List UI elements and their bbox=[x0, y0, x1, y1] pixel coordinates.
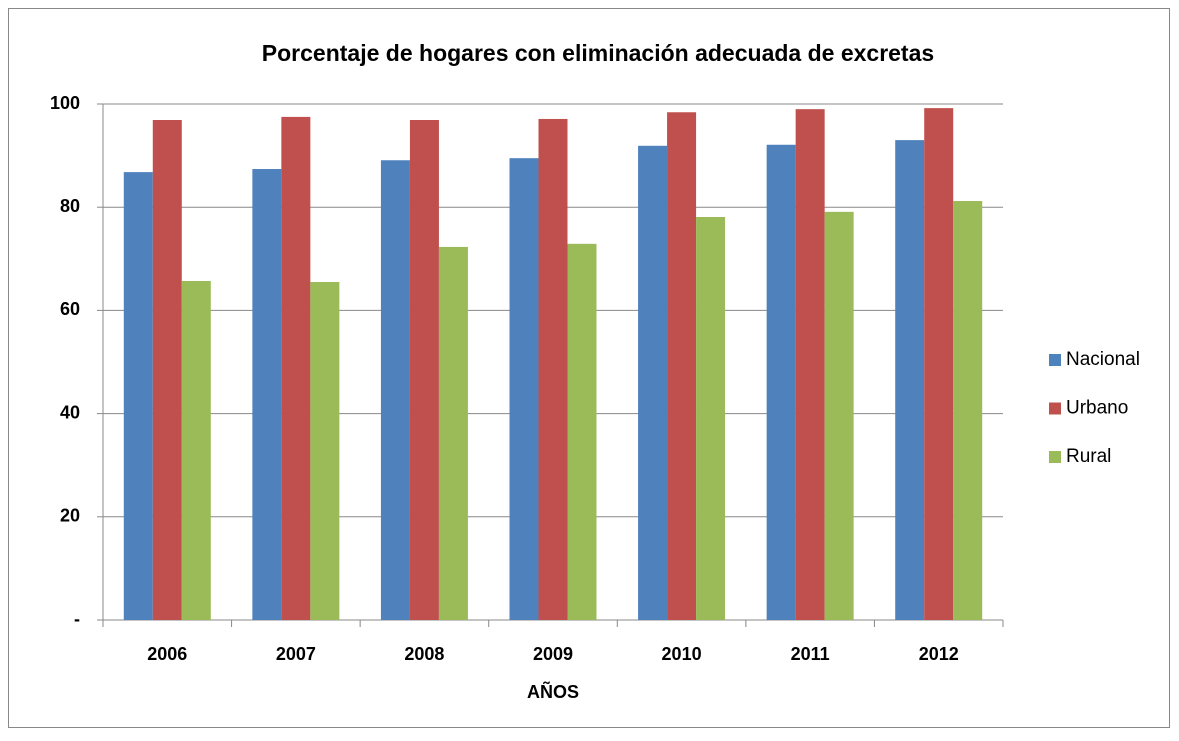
x-tick-label: 2010 bbox=[662, 644, 702, 664]
bar bbox=[567, 243, 597, 620]
legend-swatch bbox=[1049, 402, 1061, 415]
x-tick-label: 2008 bbox=[404, 644, 444, 664]
bar bbox=[409, 119, 439, 620]
y-tick-label: 100 bbox=[50, 93, 80, 113]
bar bbox=[438, 246, 468, 620]
legend-swatch bbox=[1049, 451, 1061, 463]
bar bbox=[152, 119, 182, 620]
y-tick-label: 80 bbox=[60, 196, 80, 216]
bar bbox=[795, 109, 825, 620]
legend-label: Urbano bbox=[1066, 398, 1128, 419]
y-tick-label: 40 bbox=[60, 402, 80, 422]
x-tick-label: 2006 bbox=[147, 644, 187, 664]
x-tick-label: 2011 bbox=[791, 644, 830, 664]
x-tick-label: 2012 bbox=[919, 644, 959, 664]
y-tick-label: - bbox=[74, 609, 80, 629]
bar bbox=[123, 172, 153, 620]
bar bbox=[895, 140, 925, 620]
legend-label: Nacional bbox=[1066, 349, 1140, 370]
bar bbox=[953, 201, 983, 620]
bar bbox=[924, 108, 954, 621]
x-tick-label: 2009 bbox=[533, 644, 573, 664]
bar bbox=[766, 144, 796, 620]
bar bbox=[310, 282, 340, 620]
bar bbox=[281, 116, 311, 621]
bar bbox=[824, 211, 854, 620]
legend-swatch bbox=[1049, 354, 1061, 366]
bar bbox=[667, 112, 697, 621]
bar bbox=[252, 169, 282, 621]
chart-title: Porcentaje de hogares con eliminación ad… bbox=[262, 40, 934, 66]
bar bbox=[509, 158, 539, 620]
bar bbox=[696, 217, 726, 620]
bar bbox=[638, 145, 668, 620]
bar bbox=[380, 160, 410, 620]
legend-label: Rural bbox=[1066, 446, 1111, 467]
bar bbox=[181, 280, 211, 620]
bar bbox=[538, 118, 568, 621]
x-axis-label: AÑOS bbox=[527, 681, 579, 702]
y-tick-label: 20 bbox=[60, 506, 80, 526]
x-tick-label: 2007 bbox=[276, 644, 316, 664]
y-tick-label: 60 bbox=[60, 299, 80, 319]
